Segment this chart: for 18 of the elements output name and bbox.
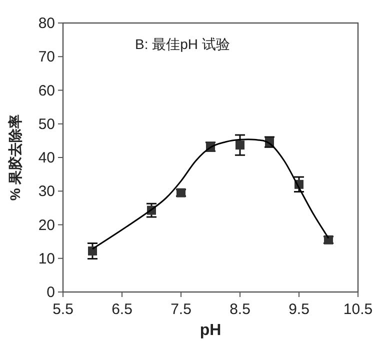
y-tick-label: 50 — [38, 116, 55, 133]
x-tick-label: 7.5 — [170, 301, 192, 318]
y-tick-label: 60 — [38, 82, 55, 100]
y-axis-title: % 果胶去除率 — [7, 114, 23, 201]
y-tick-label: 10 — [38, 250, 55, 268]
x-tick-label: 10.5 — [343, 301, 373, 318]
text: B: 最佳pH 试验 — [135, 36, 230, 52]
x-tick-label: 9.5 — [288, 301, 310, 318]
x-tick-label: 6.5 — [112, 301, 132, 318]
y-tick-label: 70 — [38, 48, 55, 66]
x-tick-label: 8.5 — [230, 301, 250, 318]
y-tick-label: 40 — [38, 150, 55, 166]
y-tick-label: 80 — [38, 15, 55, 32]
x-tick-label: 5.5 — [52, 301, 74, 318]
y-tick-label: 0 — [46, 284, 55, 301]
y-tick-label: 20 — [38, 216, 55, 234]
x-axis-title: pH — [200, 322, 222, 339]
y-tick-label: 30 — [38, 183, 55, 200]
